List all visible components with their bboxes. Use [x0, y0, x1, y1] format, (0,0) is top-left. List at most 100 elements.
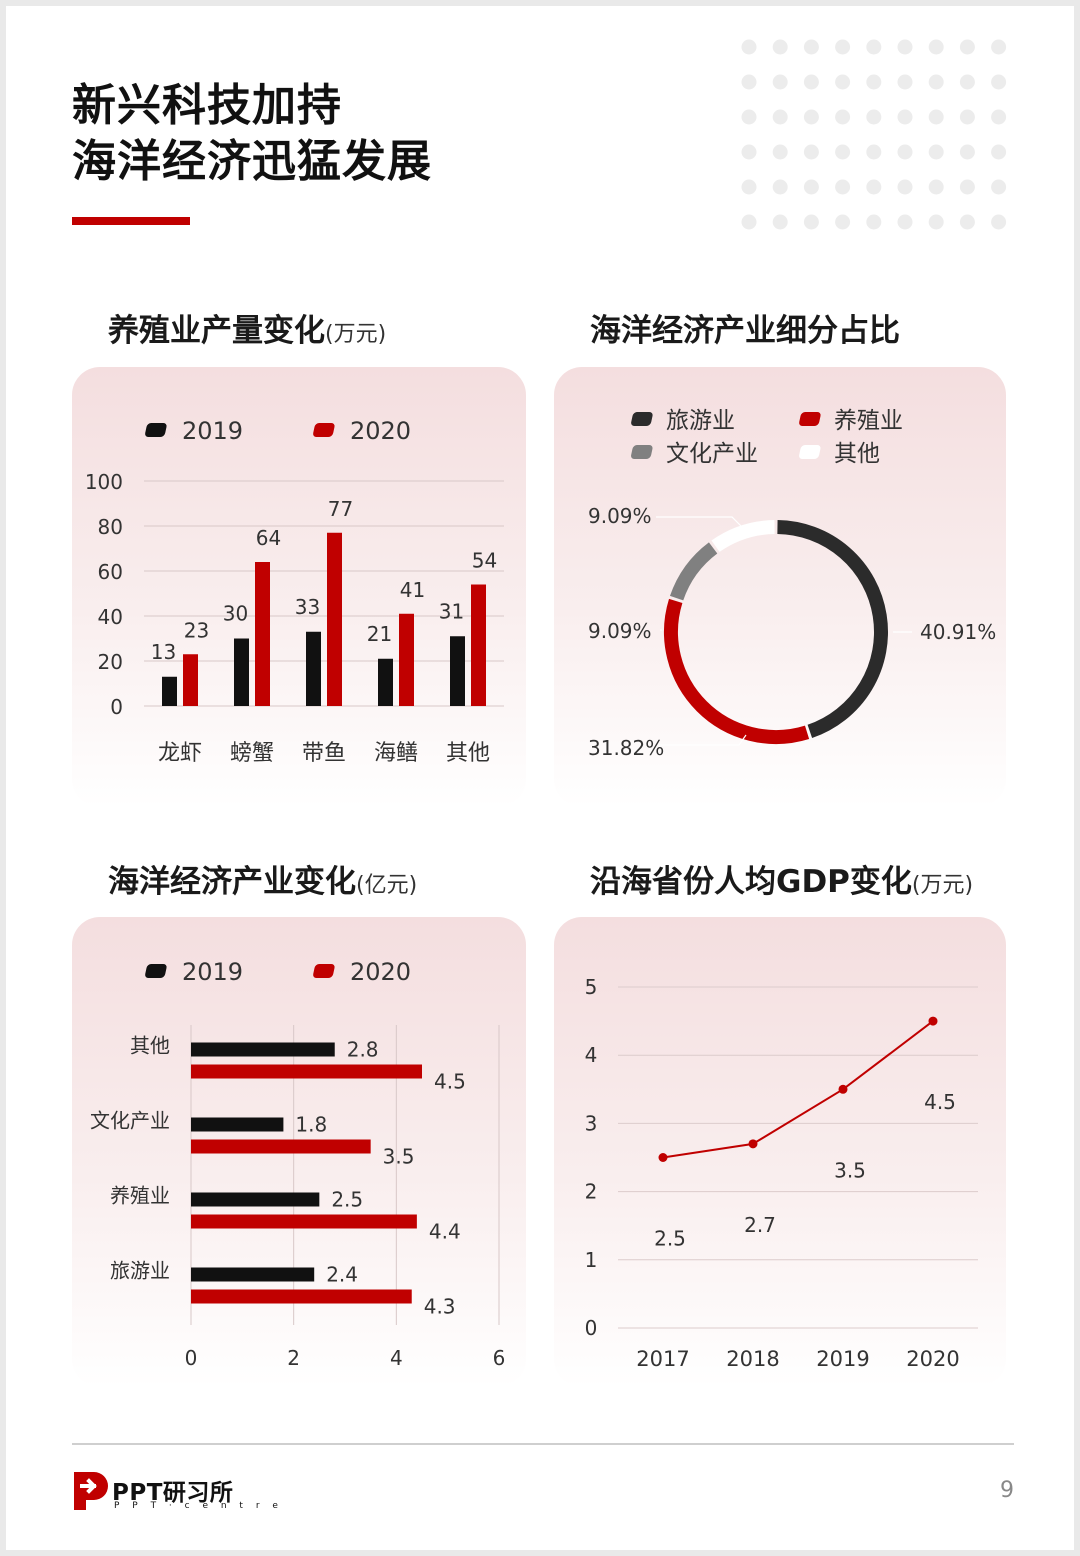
donut-chart-title: 海洋经济产业细分占比 — [590, 305, 900, 350]
x-tick-label: 海鳝 — [374, 741, 418, 766]
decorative-dot — [959, 179, 975, 195]
logo-text: PPT研习所 — [112, 1480, 234, 1506]
y-tick-label: 80 — [98, 515, 123, 539]
decorative-dot — [741, 109, 757, 125]
y-tick-label: 60 — [98, 560, 123, 584]
x-tick-label: 其他 — [446, 741, 490, 766]
data-point — [928, 1016, 938, 1026]
decorative-dot — [803, 74, 819, 90]
decorative-dot — [991, 179, 1007, 195]
decorative-dot — [772, 39, 788, 55]
legend-2019-swatch — [145, 964, 167, 978]
bar-2019 — [191, 1117, 284, 1132]
decorative-dot — [897, 179, 913, 195]
hbar-chart-unit: (亿元) — [356, 873, 418, 898]
slice-label: 9.09% — [588, 619, 652, 643]
data-label: 13 — [151, 640, 176, 664]
data-label: 2.7 — [744, 1213, 776, 1237]
line-chart-card — [554, 917, 1006, 1387]
legend-2019-swatch — [145, 423, 167, 437]
decorative-dot — [772, 109, 788, 125]
legend-label: 养殖业 — [834, 408, 903, 434]
decorative-dot — [803, 39, 819, 55]
x-tick-label: 4 — [390, 1346, 403, 1370]
decorative-dot — [928, 74, 944, 90]
decorative-dot — [803, 144, 819, 160]
y-tick-label: 旅游业 — [110, 1259, 170, 1283]
decorative-dot — [866, 39, 882, 55]
decorative-dot — [866, 144, 882, 160]
decorative-dot — [897, 214, 913, 230]
data-point — [838, 1084, 848, 1094]
data-label: 77 — [328, 497, 353, 521]
bar-2020 — [191, 1289, 412, 1304]
decorative-dot — [928, 214, 944, 230]
bar-2019 — [191, 1192, 320, 1207]
y-tick-label: 5 — [585, 975, 598, 999]
legend-swatch — [631, 412, 653, 426]
decorative-dot-grid — [741, 39, 1007, 230]
donut-slice — [711, 520, 775, 553]
decorative-dot — [803, 109, 819, 125]
decorative-dot — [835, 144, 851, 160]
decorative-dot — [772, 179, 788, 195]
decorative-dot — [741, 144, 757, 160]
hbar-chart: 2019 2020 0 2 4 6 2.8 4.5 其他 1.8 3.5 文化产业 2.5 4.4 养殖业 2… — [90, 958, 505, 1370]
legend-2019-label: 2019 — [182, 958, 243, 986]
x-tick-label: 2020 — [906, 1347, 959, 1371]
data-label: 21 — [367, 622, 392, 646]
decorative-dot — [928, 179, 944, 195]
legend-2020-swatch — [313, 964, 335, 978]
legend-label: 旅游业 — [666, 408, 735, 434]
decorative-dot — [866, 74, 882, 90]
decorative-dot — [835, 214, 851, 230]
data-label: 2.8 — [347, 1038, 379, 1062]
bar-2020 — [191, 1139, 371, 1154]
donut-chart-title-text: 海洋经济产业细分占比 — [590, 313, 900, 349]
bar-chart-unit: (万元) — [325, 322, 387, 347]
y-tick-label: 0 — [585, 1316, 598, 1340]
donut-slice — [777, 520, 888, 739]
decorative-dot — [866, 214, 882, 230]
donut-slice — [664, 598, 810, 744]
slice-label: 31.82% — [588, 736, 664, 760]
y-tick-label: 3 — [585, 1111, 598, 1135]
data-label: 31 — [439, 599, 464, 623]
decorative-dot — [897, 39, 913, 55]
decorative-dot — [772, 144, 788, 160]
page-number: 9 — [1000, 1478, 1014, 1503]
legend-swatch — [631, 445, 653, 459]
decorative-dot — [928, 144, 944, 160]
y-tick-label: 文化产业 — [90, 1109, 170, 1133]
title-line-1: 新兴科技加持 — [72, 80, 342, 131]
decorative-dot — [741, 214, 757, 230]
decorative-dot — [866, 179, 882, 195]
bar-2019 — [191, 1042, 335, 1057]
data-label: 2.4 — [326, 1263, 358, 1287]
decorative-dot — [741, 39, 757, 55]
y-tick-label: 养殖业 — [110, 1184, 170, 1208]
bar-2019 — [191, 1267, 315, 1282]
legend-2020-label: 2020 — [350, 417, 411, 445]
decorative-dot — [959, 109, 975, 125]
decorative-dot — [866, 109, 882, 125]
title-line-2: 海洋经济迅猛发展 — [72, 136, 432, 187]
decorative-dot — [959, 39, 975, 55]
line-chart: 0 1 2 3 4 5 2.5 2017 2.7 2018 3.5 2019 4.5 2020 — [585, 975, 978, 1371]
bar-2019 — [162, 676, 177, 706]
page-title: 新兴科技加持 海洋经济迅猛发展 — [72, 78, 432, 190]
y-tick-label: 1 — [585, 1248, 598, 1272]
legend-2020-label: 2020 — [350, 958, 411, 986]
donut-slice — [669, 542, 718, 601]
x-tick-label: 2 — [287, 1346, 300, 1370]
line-chart-title: 沿海省份人均GDP变化(万元) — [590, 856, 973, 901]
bar-2019 — [306, 631, 321, 706]
bar-chart: 2019 2020 0 20 40 60 80 100 13 23 龙虾 30 64 螃蟹 33 77 带鱼 21… — [85, 417, 504, 766]
y-tick-label: 20 — [98, 650, 123, 674]
bar-2020 — [183, 654, 198, 706]
hbar-chart-title: 海洋经济产业变化(亿元) — [108, 856, 417, 901]
bar-2019 — [450, 636, 465, 706]
bar-2020 — [327, 532, 342, 706]
decorative-dot — [959, 214, 975, 230]
decorative-dot — [835, 109, 851, 125]
